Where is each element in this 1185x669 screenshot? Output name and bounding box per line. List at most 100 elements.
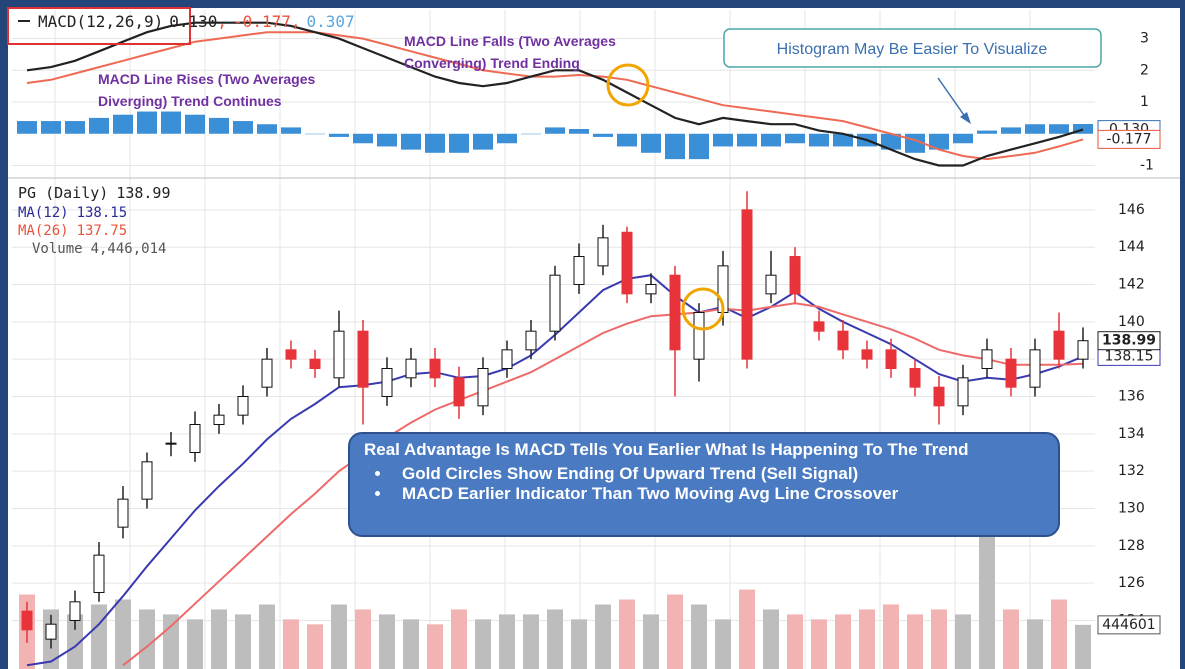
volume-bar xyxy=(619,599,635,669)
volume-bar xyxy=(691,604,707,669)
candle-body xyxy=(501,349,513,370)
histogram-bar xyxy=(737,133,757,147)
candle-body xyxy=(381,368,393,398)
histogram-bar xyxy=(593,133,613,137)
candle-body xyxy=(213,414,225,425)
volume-bar xyxy=(67,614,83,669)
volume-bar xyxy=(523,614,539,669)
histogram-bar xyxy=(929,133,949,150)
histogram-bar xyxy=(833,133,853,147)
histogram-bar xyxy=(41,121,61,134)
ma-last: 137.75 xyxy=(77,223,128,239)
candle-body xyxy=(1053,330,1065,360)
annotation: MACD Line Rises (Two Averages xyxy=(98,71,316,87)
histogram-bar xyxy=(353,133,373,144)
candle-body xyxy=(69,601,81,621)
ma-name: MA(12) xyxy=(18,205,69,221)
value-box xyxy=(1097,129,1161,149)
volume-bar xyxy=(499,614,515,669)
histogram-bar xyxy=(761,133,781,147)
hist-last: 0.307 xyxy=(306,12,354,31)
histogram-bar xyxy=(89,117,109,134)
candle-body xyxy=(765,274,777,295)
y-tick-label: 144 xyxy=(1118,239,1145,255)
note-box xyxy=(723,28,1102,68)
line xyxy=(26,31,1084,161)
gold-circle xyxy=(606,63,650,107)
candle-body xyxy=(789,256,801,295)
arrow xyxy=(937,77,967,119)
volume-bar xyxy=(547,609,563,669)
histogram-bar xyxy=(161,111,181,134)
plot-layer: 321-10.130-0.177124126128130132134136138… xyxy=(17,21,1161,667)
volume-bar xyxy=(355,609,371,669)
ma-last: 138.15 xyxy=(77,205,128,221)
candle-body xyxy=(357,330,369,388)
y-tick-label: 130 xyxy=(1118,500,1145,516)
y-tick-label: 2 xyxy=(1140,62,1149,78)
callout-title: Real Advantage Is MACD Tells You Earlier… xyxy=(364,440,969,459)
candle-body xyxy=(597,237,609,267)
y-tick-label: 1 xyxy=(1140,94,1149,110)
volume-bar xyxy=(379,614,395,669)
volume-bar xyxy=(595,604,611,669)
volume-bar xyxy=(259,604,275,669)
candle-body xyxy=(525,330,537,351)
volume-bar xyxy=(475,619,491,669)
volume-bar xyxy=(907,614,923,669)
volume-bar xyxy=(307,624,323,669)
volume-bar xyxy=(955,614,971,669)
histogram-bar xyxy=(521,133,541,135)
candle-body xyxy=(909,368,921,388)
histogram-bar xyxy=(497,133,517,144)
y-tick-label: 132 xyxy=(1118,463,1145,479)
value-box-label: 138.99 xyxy=(1102,333,1156,349)
macd-name: MACD(12,26,9) xyxy=(38,12,163,31)
candle-body xyxy=(573,256,585,286)
line xyxy=(122,302,1084,667)
candle-body xyxy=(165,442,177,445)
candle-body xyxy=(813,321,825,332)
histogram-bar xyxy=(17,121,37,134)
histogram-bar xyxy=(401,133,421,150)
candle-body xyxy=(285,349,297,360)
callout-list: Gold Circles Show Ending Of Upward Trend… xyxy=(364,464,1044,504)
candle-body xyxy=(1077,340,1089,360)
candle-body xyxy=(309,358,321,370)
value-box-label: 444601 xyxy=(1102,617,1155,633)
volume-bar xyxy=(1027,619,1043,669)
y-tick-label: 128 xyxy=(1118,538,1145,554)
annotation: MACD Line Falls (Two Averages xyxy=(404,33,616,49)
candle-body xyxy=(405,358,417,379)
histogram-bar xyxy=(689,133,709,160)
candle-body xyxy=(21,610,33,631)
histogram-bar xyxy=(425,133,445,153)
candle-body xyxy=(621,231,633,295)
macd-legend: MACD(12,26,9) 0.130, -0.177, 0.307 xyxy=(38,12,355,31)
callout-bullet: Gold Circles Show Ending Of Upward Trend… xyxy=(392,464,1044,484)
gold-circle xyxy=(681,287,725,331)
histogram-bar xyxy=(473,133,493,150)
annotation: Diverging) Trend Continues xyxy=(98,93,282,109)
candle-body xyxy=(981,349,993,370)
candle-body xyxy=(141,461,153,500)
value-box-label: -0.177 xyxy=(1106,131,1151,147)
candle-body xyxy=(861,349,873,360)
histogram-bar xyxy=(953,133,973,144)
volume-bar xyxy=(403,619,419,669)
histogram-bar xyxy=(881,133,901,150)
histogram-bar xyxy=(785,133,805,144)
candle-body xyxy=(237,396,249,416)
highlight-box xyxy=(7,7,191,45)
candle-body xyxy=(933,386,945,407)
value-box xyxy=(1097,615,1161,635)
y-tick-label: 134 xyxy=(1118,426,1145,442)
candle-body xyxy=(741,209,753,360)
histogram-bar xyxy=(305,133,325,135)
histogram-bar xyxy=(377,133,397,147)
histogram-bar xyxy=(977,130,997,134)
histogram-bar xyxy=(281,127,301,134)
candle-body xyxy=(957,377,969,407)
callout: Real Advantage Is MACD Tells You Earlier… xyxy=(348,432,1060,537)
volume-bar xyxy=(811,619,827,669)
